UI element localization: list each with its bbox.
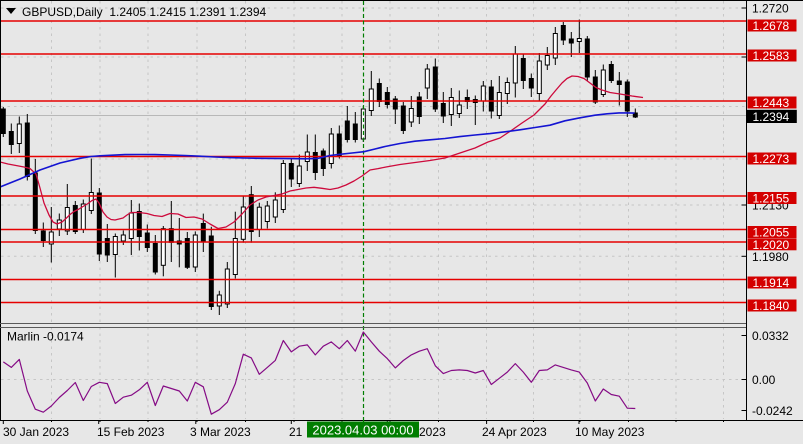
svg-text:15 Feb 2023: 15 Feb 2023 — [97, 425, 165, 439]
svg-text:1.2394: 1.2394 — [753, 110, 790, 124]
svg-text:24 Apr 2023: 24 Apr 2023 — [482, 425, 547, 439]
svg-text:1.2678: 1.2678 — [753, 19, 790, 33]
svg-text:0.0332: 0.0332 — [752, 329, 789, 343]
svg-text:1.2020: 1.2020 — [753, 238, 790, 252]
svg-text:1.2155: 1.2155 — [753, 192, 790, 206]
svg-text:GBPUSD,Daily 1.2405 1.2415 1.: GBPUSD,Daily 1.2405 1.2415 1.2391 1.2394 — [22, 5, 266, 19]
svg-text:0.00: 0.00 — [752, 373, 776, 387]
svg-text:-0.0242: -0.0242 — [752, 404, 793, 418]
svg-text:1.2443: 1.2443 — [753, 96, 790, 110]
svg-text:30 Jan 2023: 30 Jan 2023 — [3, 425, 69, 439]
svg-text:10 May 2023: 10 May 2023 — [575, 425, 645, 439]
svg-text:3 Mar 2023: 3 Mar 2023 — [190, 425, 251, 439]
svg-text:2023.04.03 00:00: 2023.04.03 00:00 — [312, 423, 413, 438]
svg-text:1.1840: 1.1840 — [753, 299, 790, 313]
svg-text:21: 21 — [289, 425, 303, 439]
svg-text:2023: 2023 — [419, 425, 446, 439]
svg-text:1.2720: 1.2720 — [752, 2, 789, 16]
svg-text:1.2583: 1.2583 — [753, 49, 790, 63]
svg-text:1.1914: 1.1914 — [753, 276, 790, 290]
svg-text:1.1980: 1.1980 — [752, 250, 789, 264]
svg-text:1.2055: 1.2055 — [753, 226, 790, 240]
svg-text:1.2273: 1.2273 — [753, 152, 790, 166]
svg-text:Marlin -0.0174: Marlin -0.0174 — [7, 330, 84, 344]
